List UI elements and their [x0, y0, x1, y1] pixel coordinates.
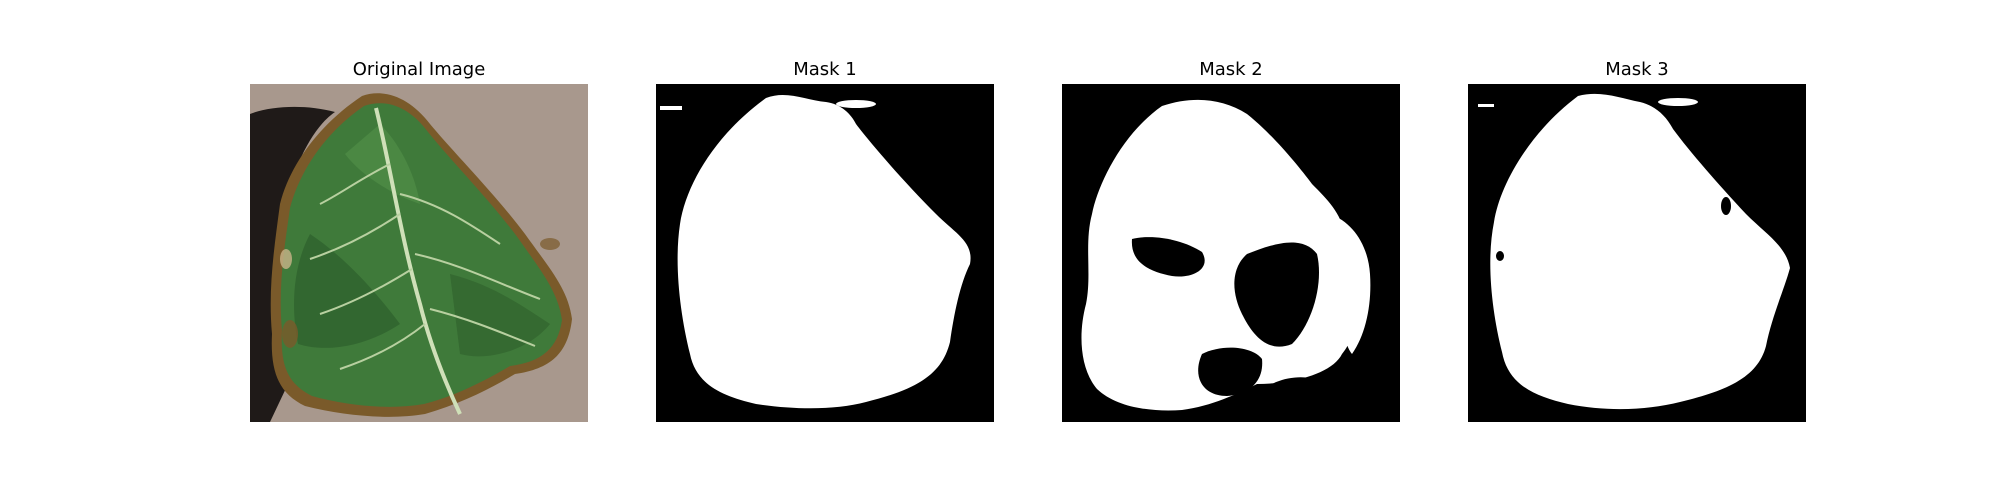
mask-3-image [1468, 84, 1806, 422]
panel-title: Mask 2 [1199, 59, 1263, 80]
panel-original-image: Original Image [250, 58, 588, 422]
panel-title: Original Image [352, 59, 486, 80]
panel-mask-3: Mask 3 [1468, 58, 1806, 422]
original-leaf-photo [250, 84, 588, 422]
panel-title: Mask 3 [1605, 59, 1669, 80]
panel-mask-1: Mask 1 [656, 58, 994, 422]
panel-title: Mask 1 [793, 59, 857, 80]
mask-2-image [1062, 84, 1400, 422]
panel-mask-2: Mask 2 [1062, 58, 1400, 422]
mask-1-image [656, 84, 994, 422]
